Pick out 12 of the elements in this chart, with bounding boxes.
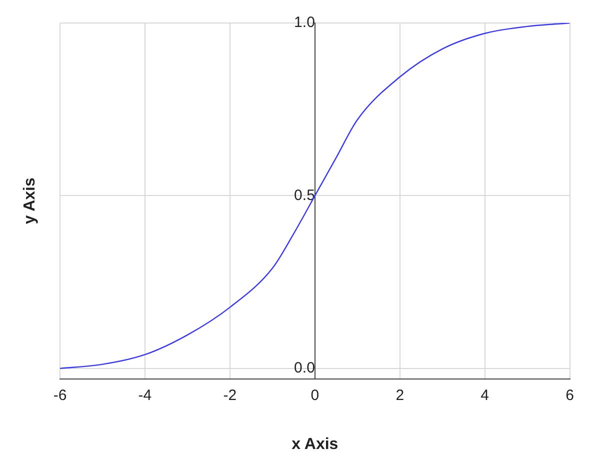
- y-tick-label: 0.0: [294, 360, 315, 377]
- y-axis-title: y Axis: [21, 178, 38, 224]
- y-tick-label: 1.0: [294, 14, 315, 32]
- x-tick-label: -2: [223, 386, 237, 404]
- y-tick-label: 0.5: [294, 186, 315, 204]
- x-axis-title: x Axis: [292, 436, 338, 453]
- x-tick-label: -4: [138, 386, 152, 404]
- x-tick-label: 4: [480, 386, 490, 404]
- x-tick-label: -6: [53, 386, 67, 404]
- x-tick-label: 6: [566, 386, 574, 404]
- x-tick-label: 2: [396, 386, 404, 404]
- x-tick-label: 0: [310, 386, 320, 404]
